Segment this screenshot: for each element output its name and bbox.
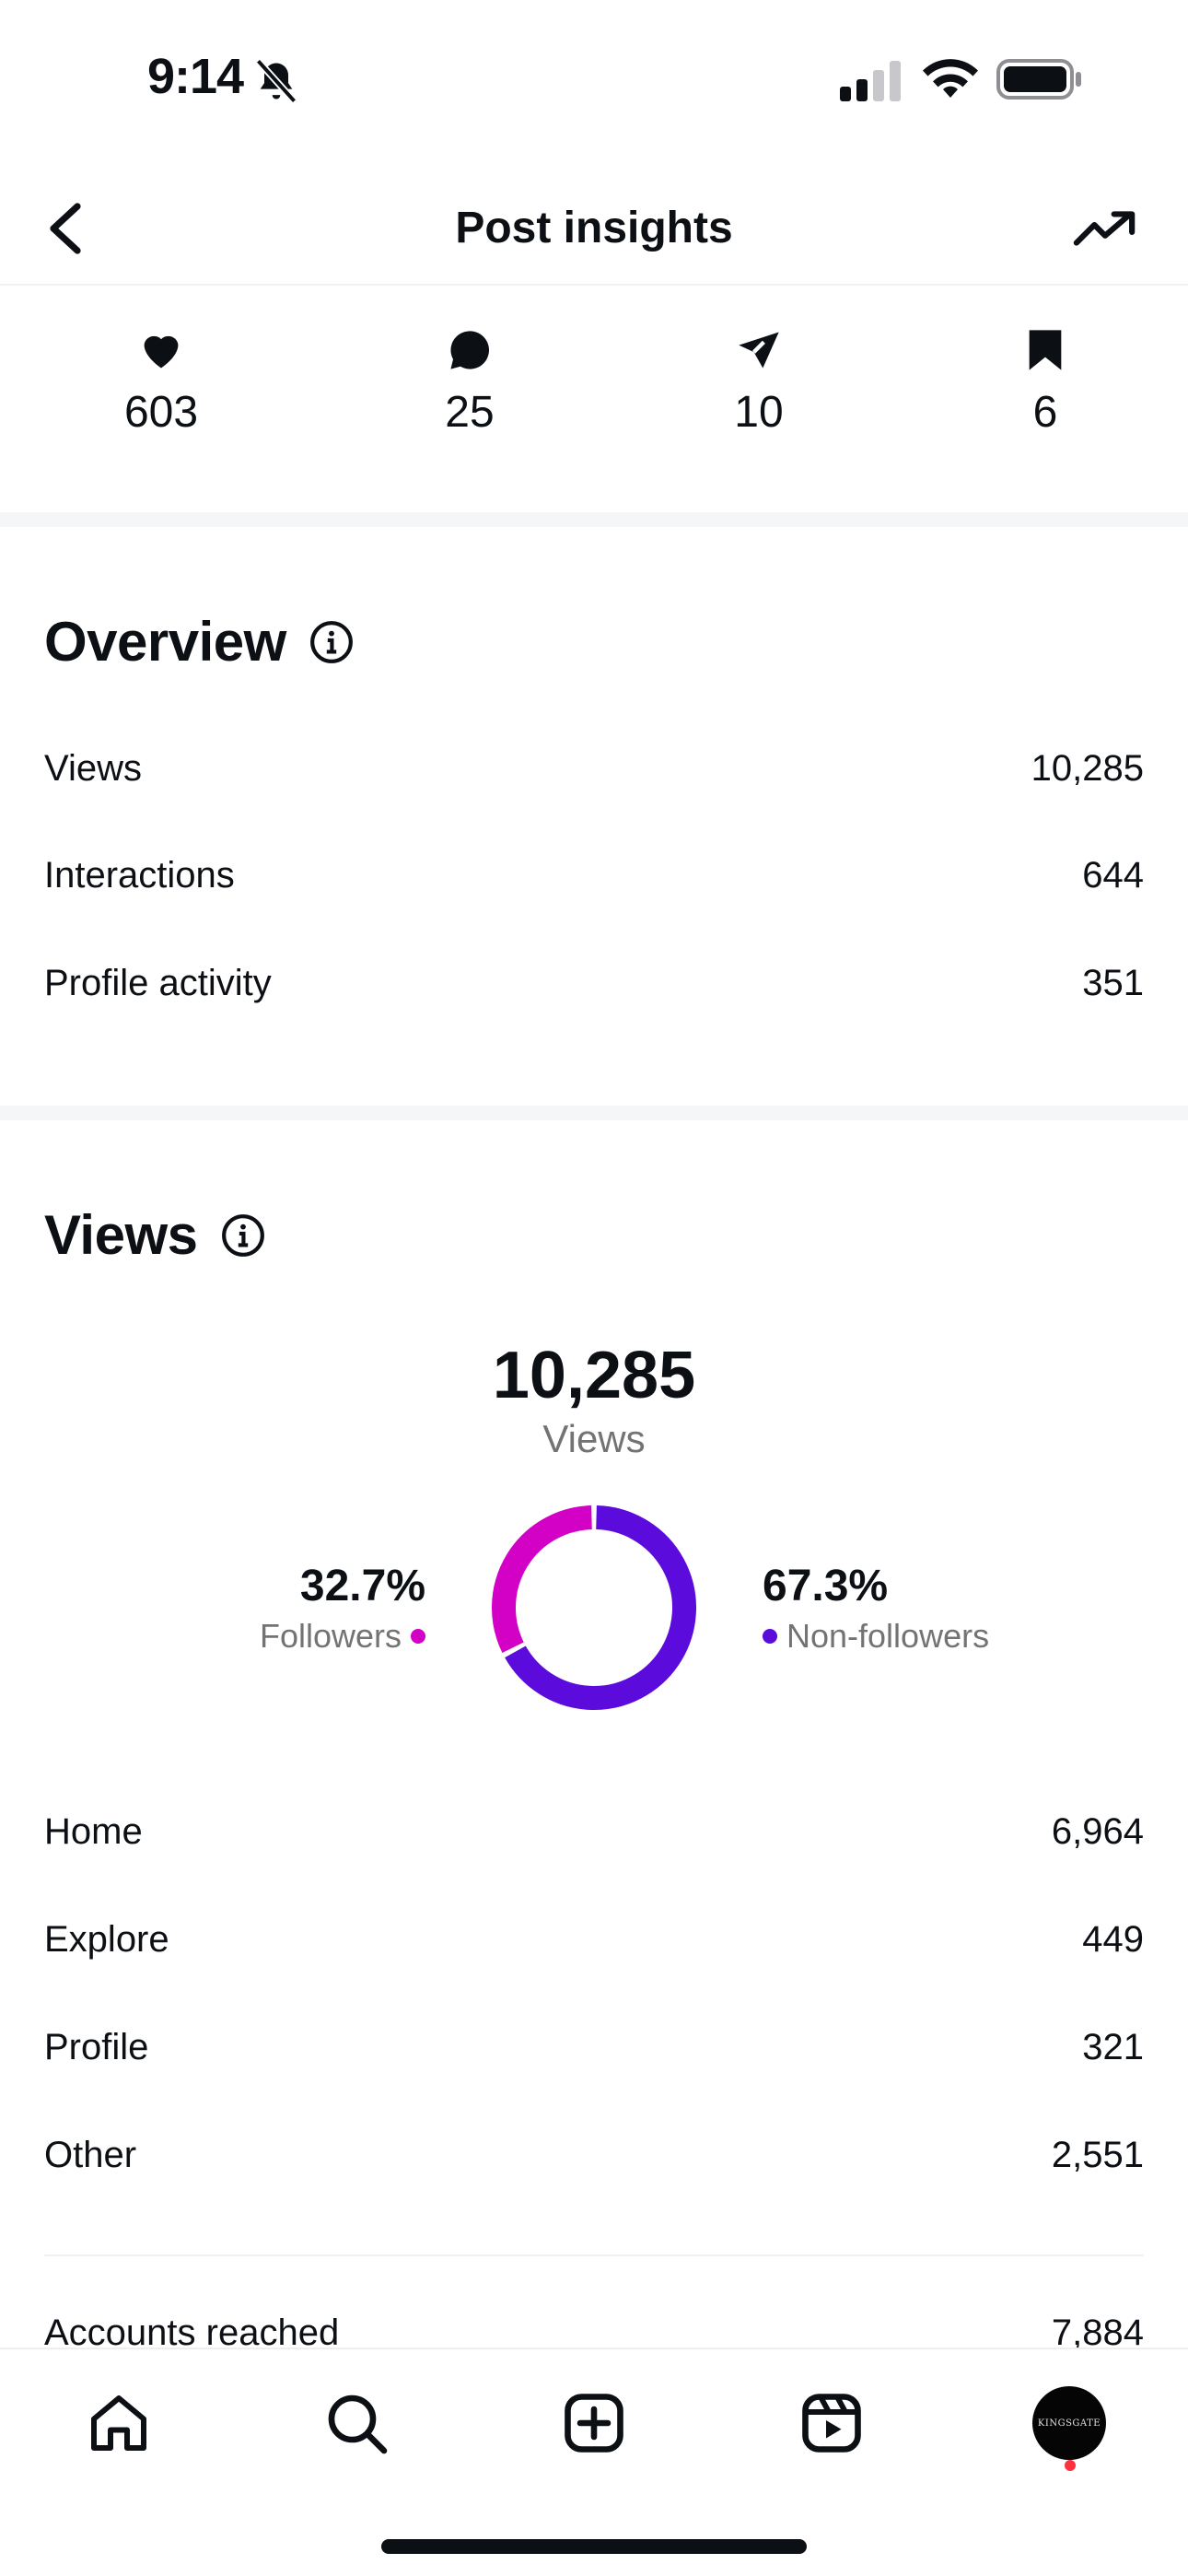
metric-value: 7,884 [1051, 2313, 1144, 2353]
metric-value: 10,285 [1031, 748, 1144, 789]
status-bar: 9:14 [0, 0, 1188, 157]
comments-stat: 25 [378, 313, 562, 438]
metric-label: Views [44, 748, 142, 789]
app-header: Post insights [0, 166, 1188, 286]
home-indicator [381, 2539, 807, 2554]
metric-value: 351 [1082, 963, 1144, 1003]
section-divider [0, 1106, 1188, 1120]
nonfollowers-dot [763, 1629, 777, 1644]
section-divider [0, 512, 1188, 527]
followers-label-wrap: Followers [260, 1617, 425, 1656]
bell-muted-icon [255, 58, 297, 104]
battery-icon [996, 59, 1081, 100]
source-row-profile: Profile 321 [44, 2027, 1144, 2068]
source-row-home: Home 6,964 [44, 1811, 1144, 1853]
bottom-nav: KINGSGATE [0, 2348, 1188, 2576]
followers-slice [492, 1505, 593, 1654]
page-title: Post insights [455, 204, 733, 252]
status-time: 9:14 [147, 49, 244, 104]
metric-value: 644 [1082, 855, 1144, 896]
reels-icon [802, 2394, 861, 2453]
saves-stat: 6 [953, 313, 1137, 438]
metric-label: Profile [44, 2027, 149, 2067]
shares-count: 10 [734, 388, 784, 437]
likes-stat: 603 [69, 313, 253, 438]
metric-label: Explore [44, 1919, 169, 1960]
source-row-explore: Explore 449 [44, 1919, 1144, 1961]
row-divider [44, 2254, 1144, 2256]
info-icon[interactable] [220, 1212, 266, 1259]
metric-label: Other [44, 2135, 137, 2175]
overview-title: Overview [44, 611, 286, 673]
overview-row-views: Views 10,285 [44, 748, 1144, 790]
followers-percent: 32.7% [299, 1562, 425, 1610]
shares-stat: 10 [667, 313, 851, 438]
nav-reels[interactable] [786, 2377, 878, 2469]
notification-dot [1065, 2460, 1076, 2471]
nonfollowers-label: Non-followers [786, 1617, 990, 1655]
nonfollowers-slice [505, 1505, 696, 1710]
wifi-icon [923, 59, 978, 98]
nonfollowers-legend: 67.3% Non-followers [763, 1561, 989, 1656]
metric-label: Profile activity [44, 963, 272, 1003]
nav-profile[interactable]: KINGSGATE [1023, 2377, 1115, 2469]
source-row-other: Other 2,551 [44, 2135, 1144, 2176]
views-donut-chart [492, 1505, 696, 1710]
views-total-label: Views [542, 1417, 646, 1460]
heart-icon [144, 335, 179, 369]
overview-heading: Overview [44, 610, 355, 673]
cellular-signal-icon [840, 61, 901, 101]
metric-value: 2,551 [1051, 2135, 1144, 2175]
share-icon [739, 332, 779, 369]
avatar: KINGSGATE [1032, 2386, 1106, 2460]
back-button[interactable] [28, 192, 101, 265]
followers-dot [411, 1629, 425, 1644]
search-icon [328, 2395, 388, 2454]
trend-button[interactable] [1059, 192, 1151, 265]
views-title: Views [44, 1204, 198, 1266]
nav-create[interactable] [548, 2377, 640, 2469]
bookmark-icon [1029, 330, 1062, 370]
likes-count: 603 [123, 388, 199, 437]
trending-up-icon [1073, 211, 1136, 246]
views-total: 10,285 [492, 1339, 696, 1412]
plus-square-icon [565, 2394, 623, 2453]
engagement-row: 603 25 10 6 [0, 313, 1188, 451]
accounts-reached-row: Accounts reached 7,884 [44, 2313, 1144, 2354]
comment-icon [450, 331, 490, 369]
chevron-left-icon [50, 203, 81, 254]
metric-value: 321 [1082, 2027, 1144, 2067]
home-icon [91, 2395, 146, 2451]
saves-count: 6 [1032, 388, 1058, 437]
views-heading: Views [44, 1203, 266, 1267]
nonfollowers-label-wrap: Non-followers [763, 1617, 989, 1656]
followers-legend: 32.7% Followers [260, 1561, 425, 1656]
info-icon[interactable] [309, 619, 355, 665]
metric-label: Interactions [44, 855, 235, 896]
nav-home[interactable] [73, 2377, 165, 2469]
comments-count: 25 [445, 388, 495, 437]
overview-row-profile-activity: Profile activity 351 [44, 963, 1144, 1004]
nav-search[interactable] [310, 2377, 402, 2469]
overview-row-interactions: Interactions 644 [44, 855, 1144, 896]
metric-value: 449 [1082, 1919, 1144, 1960]
followers-label: Followers [259, 1617, 402, 1655]
metric-label: Home [44, 1811, 143, 1852]
metric-label: Accounts reached [44, 2313, 340, 2353]
nonfollowers-percent: 67.3% [763, 1562, 889, 1610]
metric-value: 6,964 [1051, 1811, 1144, 1852]
